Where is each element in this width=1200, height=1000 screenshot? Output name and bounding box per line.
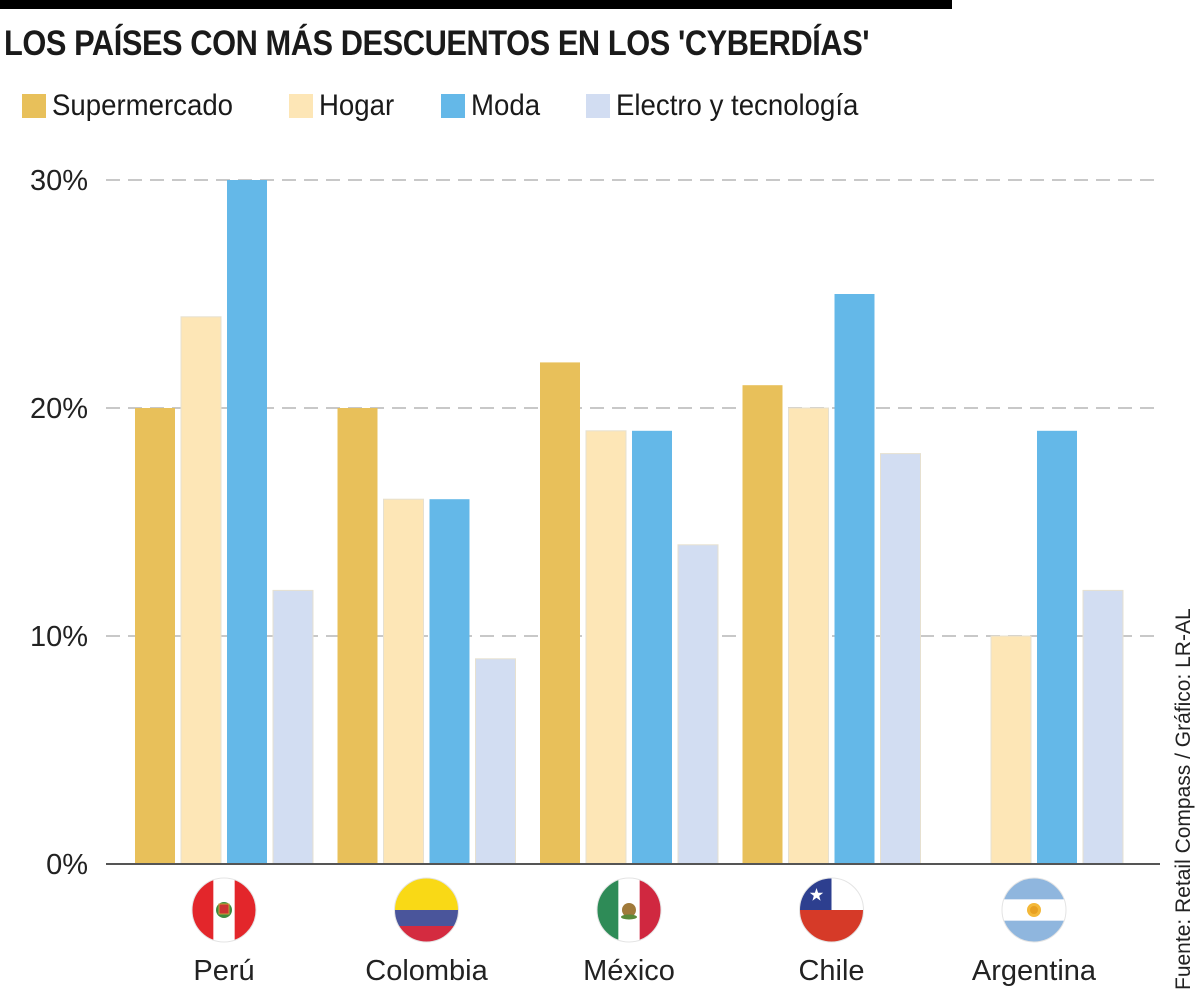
legend-item-hogar: Hogar [288, 89, 401, 123]
bar-argentina-3 [1037, 430, 1077, 864]
bar-colombia-3 [429, 499, 470, 864]
chile-flag-icon [799, 877, 864, 943]
bar-argentina-4 [1082, 589, 1124, 865]
country-label: Perú [193, 955, 254, 987]
source-credit: Fuente: Retail Compass / Gráfico: LR-AL [1172, 608, 1195, 990]
bar-mexico-1 [540, 362, 580, 864]
bar-chile-2 [788, 407, 829, 865]
legend-item-moda: Moda [440, 89, 546, 123]
bars [135, 180, 1124, 865]
bar-peru-1 [135, 408, 175, 864]
top-rule [0, 0, 952, 9]
bar-peru-3 [227, 180, 267, 864]
bar-chile-3 [834, 294, 875, 864]
mexico-flag-icon [596, 877, 662, 943]
bar-mexico-2 [585, 430, 627, 865]
y-tick-label: 10% [30, 621, 88, 653]
legend-label: Supermercado [52, 89, 234, 122]
bar-argentina-2 [990, 635, 1032, 865]
legend-swatch [440, 94, 465, 118]
y-axis-ticks: 0% 10% 20% 30% [30, 165, 88, 881]
country-label: México [583, 955, 675, 987]
bar-chile-1 [742, 385, 783, 864]
bar-colombia-4 [475, 658, 516, 865]
country-flags [191, 877, 1067, 943]
bar-chile-4 [880, 453, 921, 865]
y-tick-label: 0% [46, 849, 88, 881]
bar-peru-2 [180, 316, 222, 865]
bar-colombia-1 [337, 408, 378, 864]
y-tick-label: 20% [30, 393, 88, 425]
argentina-flag-icon [1001, 877, 1067, 943]
bar-mexico-3 [632, 430, 672, 864]
legend: Supermercado Hogar Moda Electro y tecnol… [22, 88, 919, 124]
y-tick-label: 30% [30, 165, 88, 197]
country-label: Argentina [972, 955, 1097, 987]
legend-swatch [22, 94, 46, 118]
legend-item-supermercado: Supermercado [22, 89, 249, 123]
colombia-flag-icon [394, 877, 459, 943]
bar-mexico-4 [677, 544, 719, 865]
legend-label: Moda [470, 89, 540, 122]
legend-swatch [288, 94, 313, 118]
country-label: Colombia [365, 955, 488, 987]
country-label: Chile [798, 955, 864, 987]
peru-flag-icon [191, 877, 257, 943]
bar-peru-4 [272, 589, 314, 865]
legend-swatch [585, 94, 610, 118]
legend-label: Electro y tecnología [615, 89, 858, 122]
chart-title: LOS PAÍSES CON MÁS DESCUENTOS EN LOS 'CY… [4, 24, 870, 63]
x-axis-labels: Perú Colombia México Chile Argentina [193, 955, 1097, 987]
bar-colombia-2 [383, 498, 424, 865]
legend-item-electro: Electro y tecnología [585, 89, 879, 123]
legend-label: Hogar [318, 89, 394, 122]
